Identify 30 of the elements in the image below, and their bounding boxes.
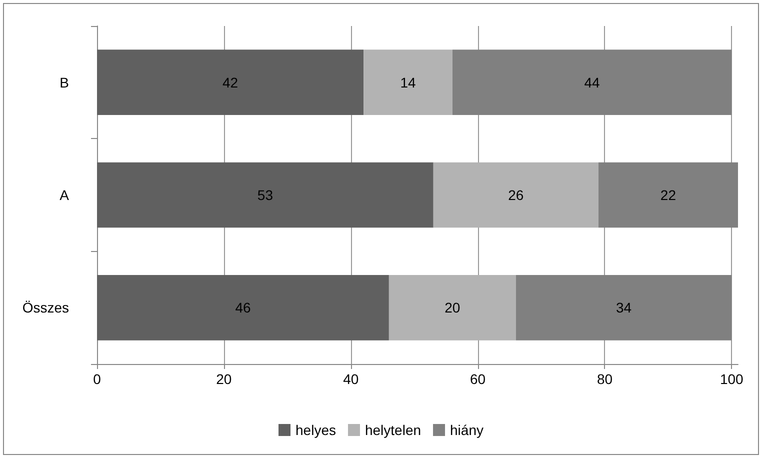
x-tick-label: 0 bbox=[93, 371, 102, 387]
bar bbox=[598, 162, 738, 228]
data-label: 46 bbox=[235, 300, 251, 316]
data-label: 53 bbox=[257, 187, 274, 203]
data-label: 26 bbox=[508, 187, 524, 203]
x-tick-label: 100 bbox=[720, 371, 744, 387]
legend-label: helyes bbox=[296, 422, 336, 438]
x-tick-label: 60 bbox=[470, 371, 486, 387]
y-tick-label: Összes bbox=[22, 300, 69, 316]
x-tick-label: 80 bbox=[596, 371, 613, 387]
bar bbox=[97, 162, 434, 228]
data-label: 22 bbox=[660, 187, 676, 203]
data-label: 44 bbox=[584, 74, 600, 90]
bar bbox=[452, 50, 732, 116]
data-label: 20 bbox=[444, 300, 460, 316]
y-tick-label: A bbox=[60, 187, 70, 203]
bar bbox=[97, 274, 389, 340]
bar bbox=[364, 50, 452, 116]
bar bbox=[433, 162, 598, 228]
y-tick-label: B bbox=[60, 74, 69, 90]
x-tick-label: 40 bbox=[343, 371, 359, 387]
bar bbox=[97, 50, 364, 116]
legend-label: hiány bbox=[450, 422, 484, 438]
legend-label: helytelen bbox=[364, 422, 422, 438]
data-label: 42 bbox=[222, 74, 238, 90]
data-label: 14 bbox=[400, 74, 416, 90]
bar bbox=[388, 274, 516, 340]
bar bbox=[516, 274, 732, 340]
x-tick-label: 20 bbox=[216, 371, 232, 387]
data-label: 34 bbox=[616, 300, 632, 316]
